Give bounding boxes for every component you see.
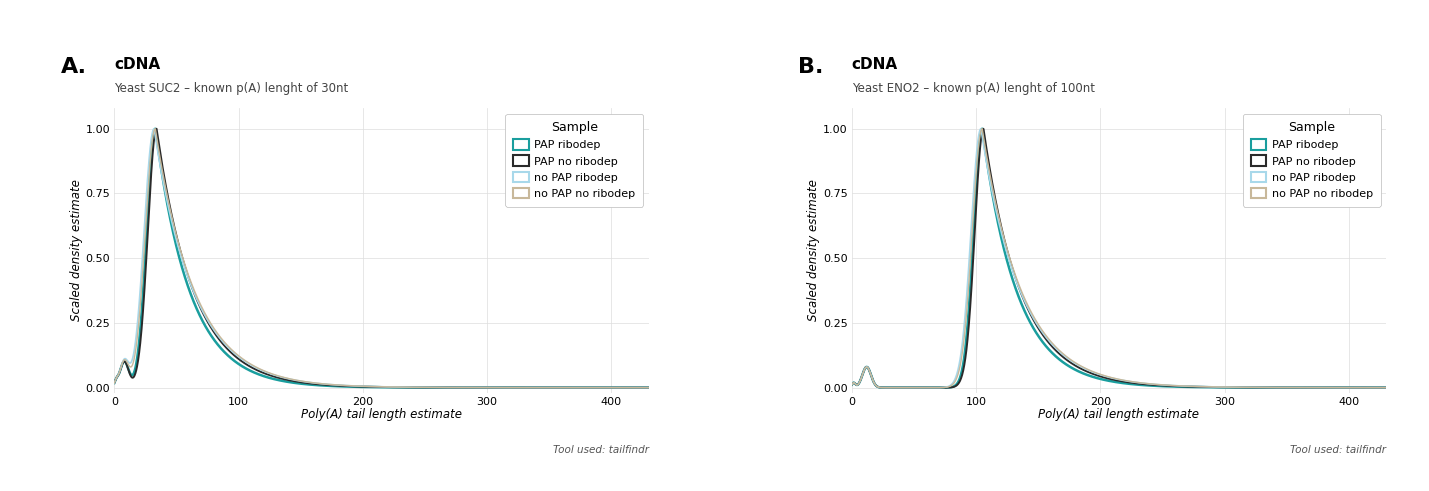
Text: Yeast ENO2 – known p(A) lenght of 100nt: Yeast ENO2 – known p(A) lenght of 100nt xyxy=(852,82,1095,95)
Text: cDNA: cDNA xyxy=(114,57,160,72)
Legend: PAP ribodep, PAP no ribodep, no PAP ribodep, no PAP no ribodep: PAP ribodep, PAP no ribodep, no PAP ribo… xyxy=(1243,113,1380,207)
Text: B.: B. xyxy=(799,57,823,77)
Y-axis label: Scaled density estimate: Scaled density estimate xyxy=(70,180,83,321)
Text: Tool used: tailfindr: Tool used: tailfindr xyxy=(553,445,649,456)
Text: cDNA: cDNA xyxy=(852,57,897,72)
X-axis label: Poly(A) tail length estimate: Poly(A) tail length estimate xyxy=(1039,409,1199,421)
Legend: PAP ribodep, PAP no ribodep, no PAP ribodep, no PAP no ribodep: PAP ribodep, PAP no ribodep, no PAP ribo… xyxy=(506,113,643,207)
Y-axis label: Scaled density estimate: Scaled density estimate xyxy=(807,180,820,321)
Text: Tool used: tailfindr: Tool used: tailfindr xyxy=(1290,445,1386,456)
Text: Yeast SUC2 – known p(A) lenght of 30nt: Yeast SUC2 – known p(A) lenght of 30nt xyxy=(114,82,349,95)
X-axis label: Poly(A) tail length estimate: Poly(A) tail length estimate xyxy=(302,409,462,421)
Text: A.: A. xyxy=(61,57,87,77)
